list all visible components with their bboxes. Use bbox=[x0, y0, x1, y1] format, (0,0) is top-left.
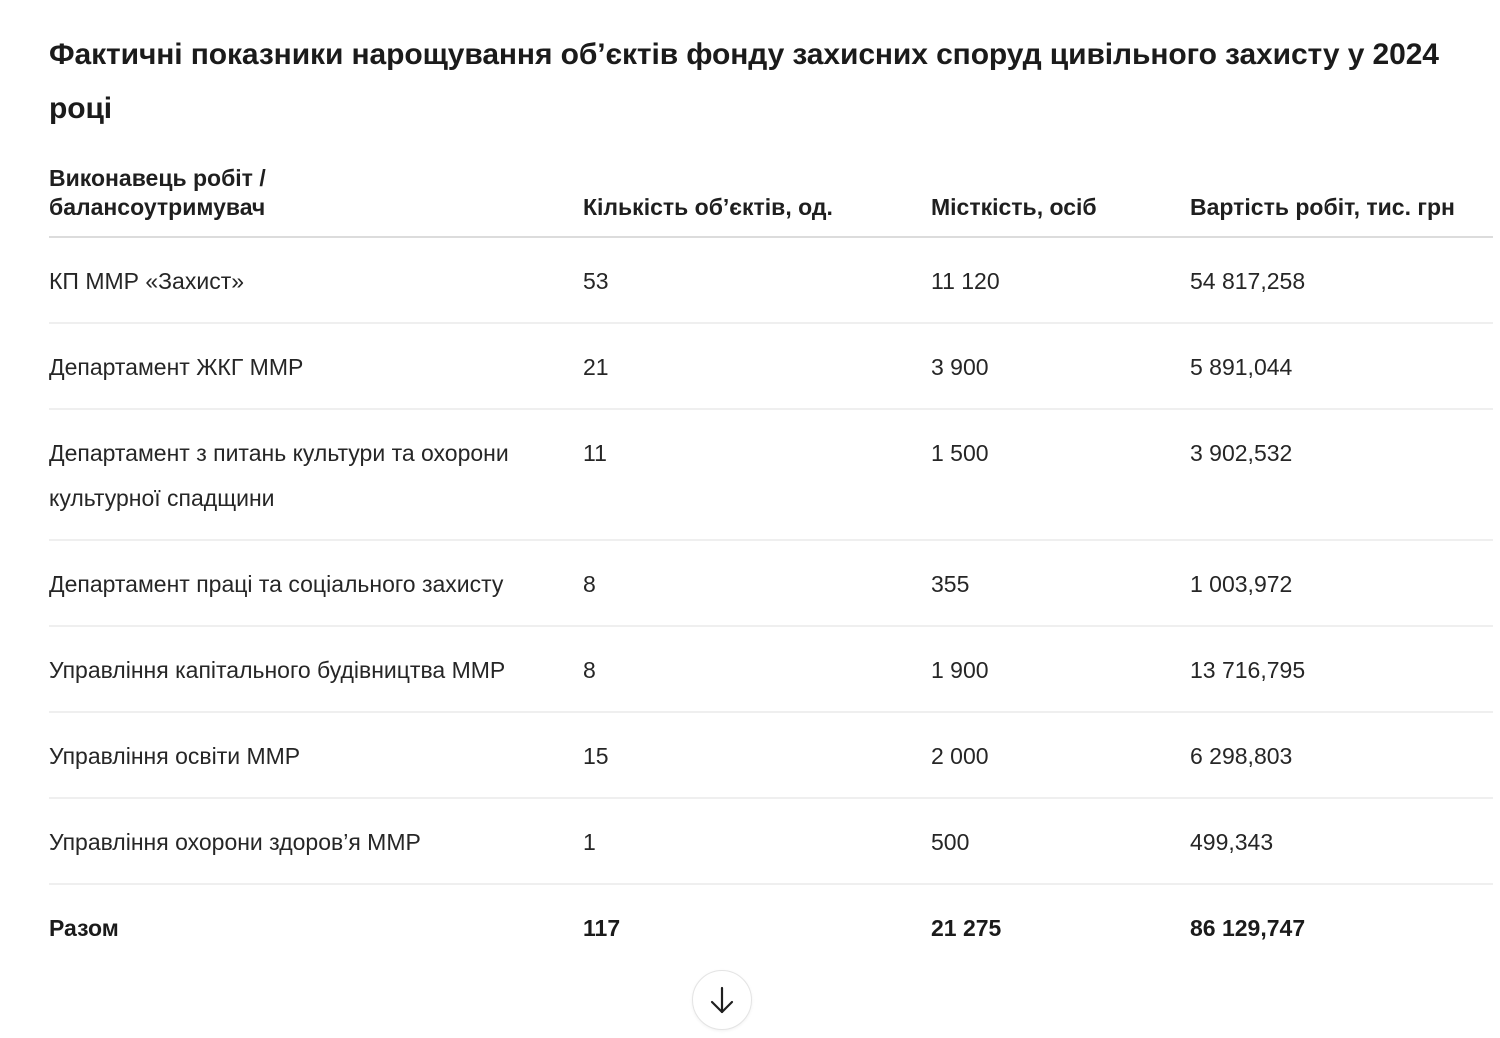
total-cost: 86 129,747 bbox=[1190, 915, 1306, 941]
cell-executor: Департамент праці та соціального захисту bbox=[49, 540, 583, 627]
cell-cost: 54 817,258 bbox=[1190, 237, 1493, 324]
cell-capacity: 11 120 bbox=[931, 237, 1190, 324]
table-row: Департамент праці та соціального захисту… bbox=[49, 540, 1493, 627]
cell-objects: 8 bbox=[583, 626, 931, 713]
cell-cost: 6 298,803 bbox=[1190, 712, 1493, 799]
cell-executor: Управління капітального будівництва ММР bbox=[49, 626, 583, 713]
total-label: Разом bbox=[49, 915, 119, 941]
cell-objects: 53 bbox=[583, 237, 931, 324]
header-executor: Виконавець робіт / балансоутримувач bbox=[49, 164, 583, 238]
cell-executor: Управління охорони здоров’я ММР bbox=[49, 798, 583, 885]
cell-executor: Департамент ЖКГ ММР bbox=[49, 323, 583, 410]
arrow-down-icon bbox=[708, 985, 736, 1015]
cell-cost: 5 891,044 bbox=[1190, 323, 1493, 410]
table-row: Департамент з питань культури та охорони… bbox=[49, 409, 1493, 541]
page-title: Фактичні показники нарощування об’єктів … bbox=[49, 38, 1439, 125]
cell-objects: 1 bbox=[583, 798, 931, 885]
cell-capacity: 1 500 bbox=[931, 409, 1190, 541]
cell-capacity: 2 000 bbox=[931, 712, 1190, 799]
cell-objects: 8 bbox=[583, 540, 931, 627]
header-capacity: Місткість, осіб bbox=[931, 164, 1190, 238]
table-row: Управління капітального будівництва ММР … bbox=[49, 626, 1493, 713]
table-row: Управління освіти ММР 15 2 000 6 298,803 bbox=[49, 712, 1493, 799]
cell-executor: КП ММР «Захист» bbox=[49, 237, 583, 324]
table-header-row: Виконавець робіт / балансоутримувач Кіль… bbox=[49, 164, 1493, 238]
cell-objects: 21 bbox=[583, 323, 931, 410]
total-capacity: 21 275 bbox=[931, 915, 1002, 941]
cell-cost: 499,343 bbox=[1190, 798, 1493, 885]
cell-executor: Департамент з питань культури та охорони… bbox=[49, 409, 583, 541]
shelters-table: Виконавець робіт / балансоутримувач Кіль… bbox=[49, 164, 1493, 969]
table-row: КП ММР «Захист» 53 11 120 54 817,258 bbox=[49, 237, 1493, 324]
scroll-down-button[interactable] bbox=[692, 970, 752, 1030]
header-objects: Кількість об’єктів, од. bbox=[583, 164, 931, 238]
cell-capacity: 1 900 bbox=[931, 626, 1190, 713]
cell-cost: 13 716,795 bbox=[1190, 626, 1493, 713]
total-objects: 117 bbox=[583, 915, 621, 941]
cell-objects: 11 bbox=[583, 409, 931, 541]
cell-cost: 3 902,532 bbox=[1190, 409, 1493, 541]
page-content: Фактичні показники нарощування об’єктів … bbox=[49, 0, 1493, 969]
cell-executor: Управління освіти ММР bbox=[49, 712, 583, 799]
table-row: Управління охорони здоров’я ММР 1 500 49… bbox=[49, 798, 1493, 885]
cell-capacity: 500 bbox=[931, 798, 1190, 885]
cell-capacity: 355 bbox=[931, 540, 1190, 627]
table-total-row: Разом 117 21 275 86 129,747 bbox=[49, 884, 1493, 969]
cell-cost: 1 003,972 bbox=[1190, 540, 1493, 627]
cell-objects: 15 bbox=[583, 712, 931, 799]
table-row: Департамент ЖКГ ММР 21 3 900 5 891,044 bbox=[49, 323, 1493, 410]
header-cost: Вартість робіт, тис. грн bbox=[1190, 164, 1493, 238]
cell-capacity: 3 900 bbox=[931, 323, 1190, 410]
